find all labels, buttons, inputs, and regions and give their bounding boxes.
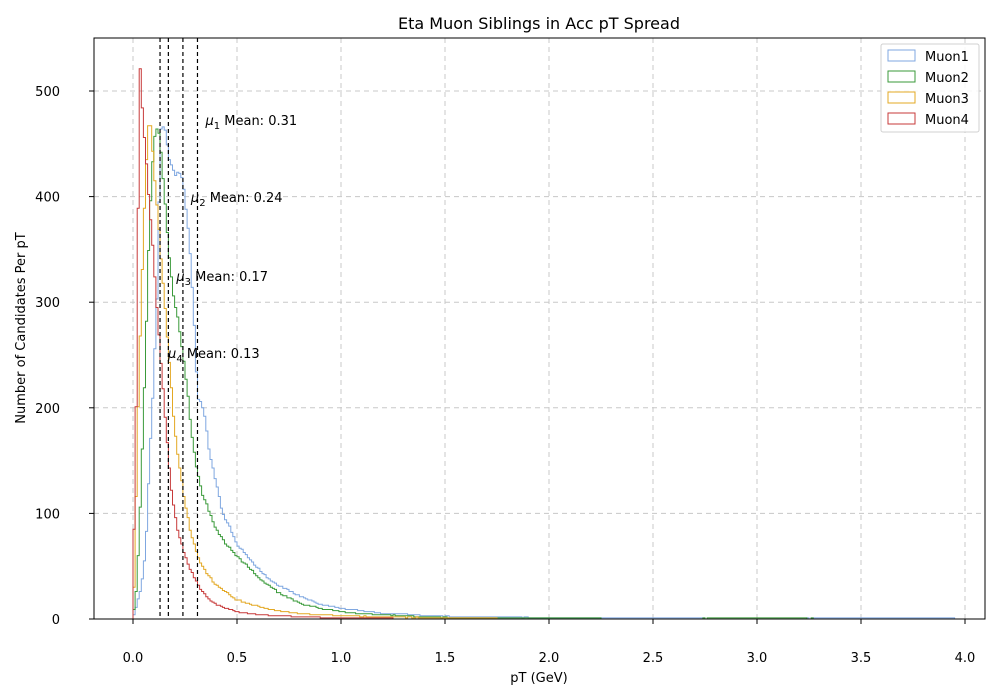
x-axis-label: pT (GeV) bbox=[510, 671, 567, 686]
legend: Muon1 Muon2 Muon3 Muon4 bbox=[880, 43, 980, 133]
x-tick-label: 1.0 bbox=[331, 651, 352, 666]
x-tick-label: 2.0 bbox=[539, 651, 560, 666]
x-tick-label: 0.0 bbox=[123, 651, 144, 666]
y-tick-label: 100 bbox=[35, 507, 60, 522]
mean-symbol: μ bbox=[175, 270, 184, 285]
y-tick-label: 500 bbox=[35, 85, 60, 100]
grid-lines bbox=[94, 38, 985, 620]
y-tick-label: 400 bbox=[35, 191, 60, 206]
x-tick-label: 2.5 bbox=[643, 651, 664, 666]
mean-subscript: 1 bbox=[214, 121, 220, 132]
y-tick-label: 200 bbox=[35, 402, 60, 417]
mean-value-text: Mean: 0.17 bbox=[191, 270, 268, 285]
chart-title: Eta Muon Siblings in Acc pT Spread bbox=[398, 14, 680, 33]
legend-swatch-muon2 bbox=[887, 70, 916, 83]
mean-subscript: 2 bbox=[199, 198, 205, 209]
legend-label-muon1: Muon1 bbox=[925, 50, 969, 65]
legend-box bbox=[880, 43, 980, 133]
mean-annotation: μ4 Mean: 0.13 bbox=[167, 347, 260, 365]
x-tick-label: 3.5 bbox=[851, 651, 872, 666]
mean-value-text: Mean: 0.24 bbox=[206, 191, 283, 206]
mean-value-text: Mean: 0.31 bbox=[220, 114, 297, 129]
mean-subscript: 3 bbox=[185, 277, 191, 288]
mean-symbol: μ bbox=[204, 114, 213, 129]
y-axis-label: Number of Candidates Per pT bbox=[14, 232, 29, 423]
x-tick-label: 1.5 bbox=[435, 651, 456, 666]
y-axis-ticks: 0 100 200 300 400 500 bbox=[35, 85, 94, 628]
y-tick-label: 300 bbox=[35, 296, 60, 311]
legend-label-muon4: Muon4 bbox=[925, 113, 969, 128]
mean-symbol: μ bbox=[167, 347, 176, 362]
x-tick-label: 3.0 bbox=[747, 651, 768, 666]
legend-swatch-muon3 bbox=[887, 91, 916, 104]
legend-label-muon2: Muon2 bbox=[925, 71, 969, 86]
x-tick-label: 4.0 bbox=[955, 651, 976, 666]
mean-symbol: μ bbox=[190, 191, 199, 206]
legend-swatch-muon4 bbox=[887, 112, 916, 125]
mean-subscript: 4 bbox=[176, 354, 182, 365]
legend-label-muon3: Muon3 bbox=[925, 92, 969, 107]
x-axis-ticks: 0.0 0.5 1.0 1.5 2.0 2.5 3.0 3.5 4.0 bbox=[123, 619, 976, 666]
legend-swatch-muon1 bbox=[887, 49, 916, 62]
mean-value-text: Mean: 0.13 bbox=[183, 347, 260, 362]
y-tick-label: 0 bbox=[52, 613, 60, 628]
plot-frame bbox=[93, 37, 986, 620]
x-tick-label: 0.5 bbox=[227, 651, 248, 666]
mean-annotation: μ3 Mean: 0.17 bbox=[175, 270, 268, 288]
mean-annotation: μ2 Mean: 0.24 bbox=[190, 191, 283, 209]
mean-annotation: μ1 Mean: 0.31 bbox=[204, 114, 297, 132]
